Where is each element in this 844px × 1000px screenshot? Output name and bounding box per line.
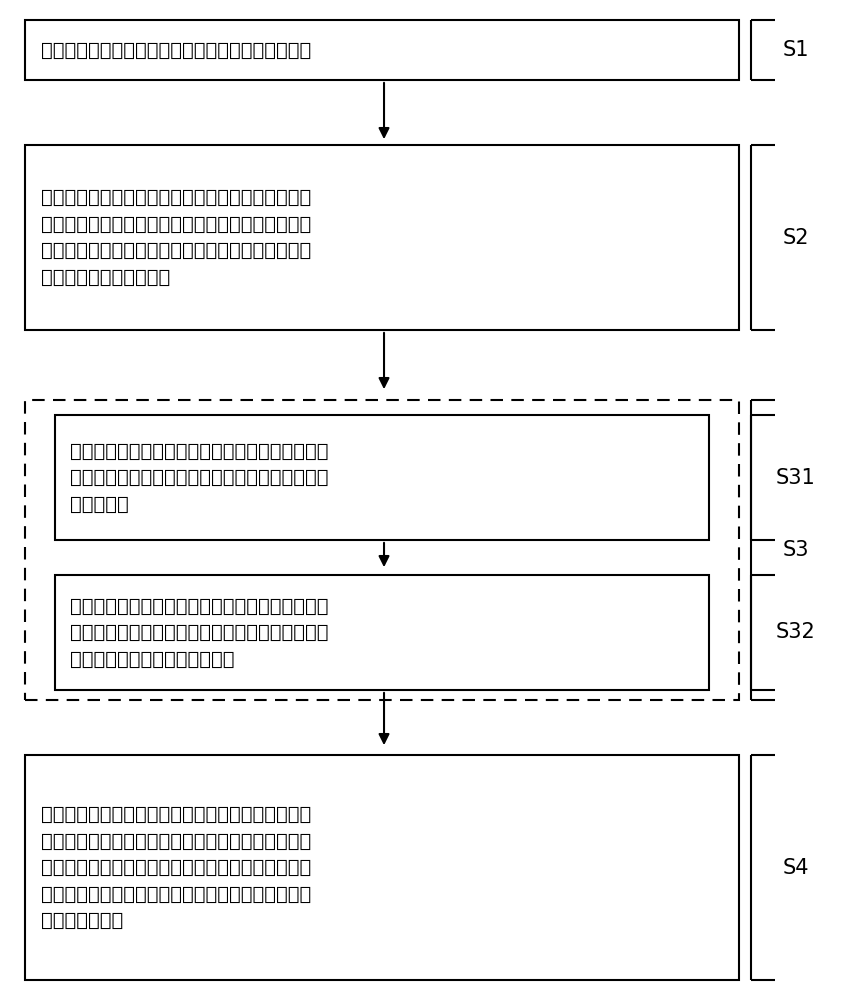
Text: S2: S2 [782,228,809,247]
Bar [25,20,738,80]
Text: 在所述发电机处于空载状态时，且所述发电机励磁升
压前，在所述发电机定子绕组中性点和地之间接入阻
值可调的试验电阻，通过调整试验电阻的阻值，模拟
所述发电机定子绕: 在所述发电机处于空载状态时，且所述发电机励磁升 压前，在所述发电机定子绕组中性点… [41,188,311,287]
Bar [25,400,738,700]
Bar [55,415,709,540]
Text: 控制所述注入式定子接地保护装置投入使用，并检
查所述注入式定子接地保护装置的接地电阻采样功
能是否正常: 控制所述注入式定子接地保护装置投入使用，并检 查所述注入式定子接地保护装置的接地… [70,442,328,514]
Text: 控制核电厂发电机注入式定子接地保护装置退出使用: 控制核电厂发电机注入式定子接地保护装置退出使用 [41,40,311,59]
Text: 在所述注入式定子接地保护装置的接地电阻采样功
能正常时，控制所述发电机励磁升压至所述预设电
压，并保持所述发电机稳定运行: 在所述注入式定子接地保护装置的接地电阻采样功 能正常时，控制所述发电机励磁升压至… [70,596,328,668]
Text: S3: S3 [782,540,809,560]
Text: 通过所述注入式定子接地保护装置进行测量电阻采样
测试，并基于采样测试结果调整所述注入式定子接地
保护装置的保护参数，以确保采样精度满足预设要求
，从而实现对所述: 通过所述注入式定子接地保护装置进行测量电阻采样 测试，并基于采样测试结果调整所述… [41,805,311,930]
Text: S1: S1 [782,40,809,60]
Bar [25,145,738,330]
Text: S4: S4 [782,857,809,878]
Text: S32: S32 [776,622,816,643]
Bar [55,575,709,690]
Bar [25,755,738,980]
Text: S31: S31 [776,468,816,488]
